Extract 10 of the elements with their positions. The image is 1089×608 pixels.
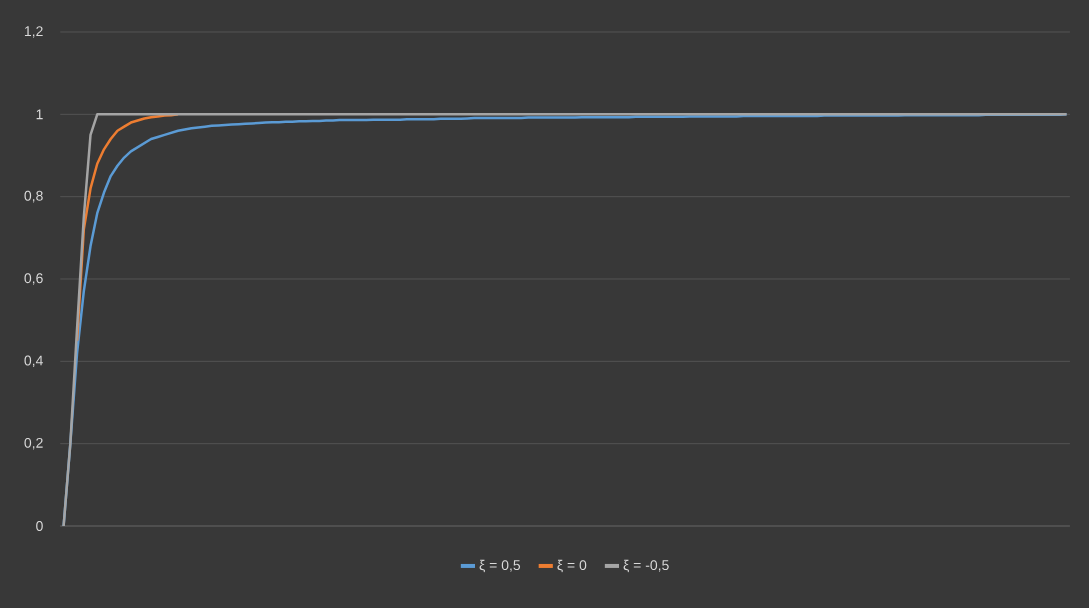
y-tick-label: 0,6 bbox=[24, 273, 43, 285]
y-tick-label: 0 bbox=[36, 521, 43, 531]
y-tick-label: 0,2 bbox=[24, 437, 43, 450]
y-tick-label: 1 bbox=[36, 109, 43, 120]
legend-label: ξ = 0 bbox=[557, 559, 587, 573]
y-tick-label: 1,2 bbox=[24, 26, 43, 38]
y-tick-label: 0,4 bbox=[24, 355, 43, 368]
y-tick-label: 0,8 bbox=[24, 190, 43, 203]
legend-label: ξ = -0,5 bbox=[623, 559, 669, 573]
legend-label: ξ = 0,5 bbox=[479, 559, 521, 573]
